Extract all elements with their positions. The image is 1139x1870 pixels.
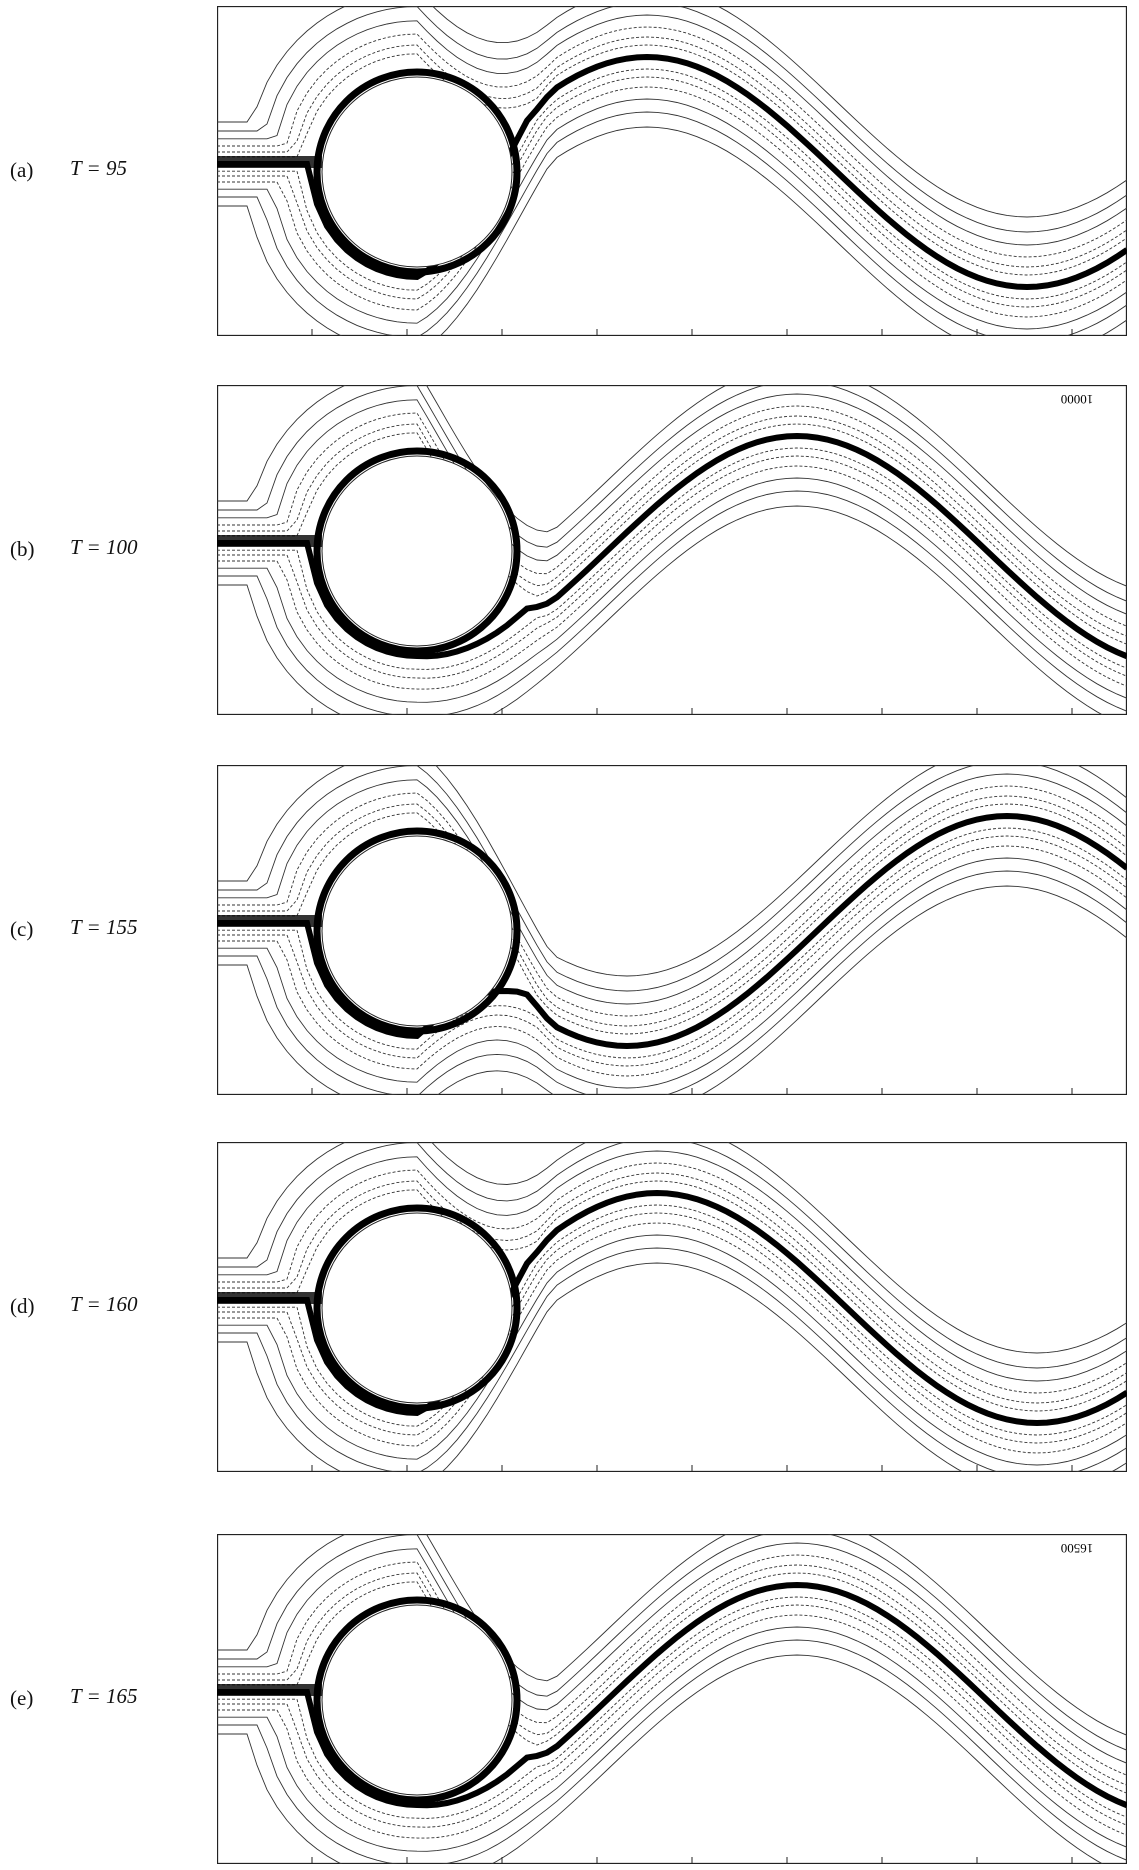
panel-label: (e) [10,1686,33,1711]
inflow-hatch [217,915,322,927]
contour-plot: 16500 [217,1534,1127,1864]
contour-plot: 10000 [217,385,1127,715]
inflow-hatch [217,535,322,547]
panel-time: T = 95 [70,156,127,181]
cylinder [322,1605,512,1795]
contour-plot [217,765,1127,1095]
panel-time: T = 155 [70,915,137,940]
inflow-hatch [217,1292,322,1304]
cylinder [322,1213,512,1403]
panel-label: (b) [10,537,35,562]
contour-plot [217,6,1127,336]
panel-label: (a) [10,158,33,183]
cylinder [322,836,512,1026]
panel-time: T = 100 [70,535,137,560]
cylinder [322,456,512,646]
inflow-hatch [217,156,322,168]
contour-annotation: 16500 [1061,1541,1094,1556]
cylinder [322,77,512,267]
panel-label: (d) [10,1294,35,1319]
panel-label: (c) [10,917,33,942]
contour-annotation: 10000 [1061,392,1094,407]
panel-time: T = 160 [70,1292,137,1317]
panel-time: T = 165 [70,1684,137,1709]
page: (a) T = 95 (b) T = 100 10000 (c) T = 155 (d) T =… [0,0,1139,1870]
contour-plot [217,1142,1127,1472]
inflow-hatch [217,1684,322,1696]
